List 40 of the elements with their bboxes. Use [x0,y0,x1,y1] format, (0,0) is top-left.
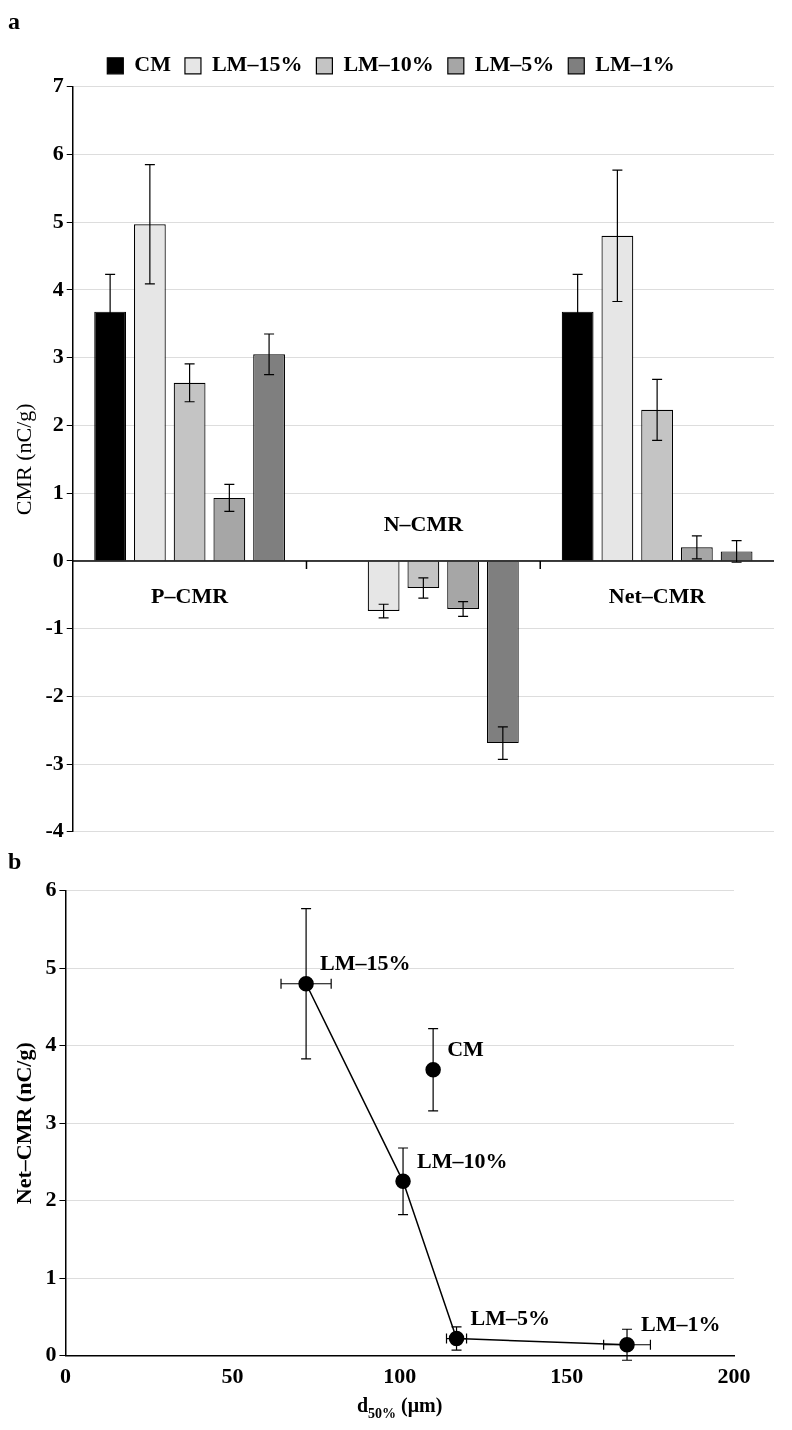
y-tick-label: -2 [45,682,64,708]
y-tick-label: -3 [45,749,64,775]
y-tick-label: 2 [52,411,64,437]
annotation: CM [447,1036,485,1062]
y-tick-label: 4 [52,275,64,301]
legend-label: LM–1% [595,51,675,77]
annotation: LM–1% [641,1311,721,1337]
y-tick-label: 0 [52,546,64,572]
y-axis-title: Net–CMR (nC/g) [10,1042,36,1205]
chart-title: a [8,7,20,34]
y-tick-label: 1 [52,478,64,504]
y-tick-label: -1 [45,614,64,640]
legend-label: LM–15% [211,51,303,77]
y-tick-label: 6 [52,140,64,166]
x-tick-label: 100 [383,1363,417,1389]
y-tick-label: -4 [45,817,64,843]
y-tick-label: 5 [45,953,57,979]
y-tick-label: 3 [45,1108,57,1134]
y-axis-title: CMR (nC/g) [10,403,36,516]
annotation: LM–15% [320,950,411,976]
annotation: LM–5% [470,1305,550,1331]
y-tick-label: 1 [45,1263,57,1289]
legend-label: CM [134,51,172,77]
x-tick-label: N–CMR [383,510,465,536]
x-tick-label: 50 [221,1363,244,1389]
y-tick-label: 2 [45,1186,57,1212]
y-tick-label: 5 [52,207,64,233]
y-tick-label: 6 [45,876,57,902]
legend-label: LM–10% [343,51,434,77]
y-tick-label: 0 [45,1341,57,1367]
chart-title: b [8,847,22,874]
x-tick-label: Net–CMR [608,582,707,608]
y-tick-label: 7 [52,72,64,98]
y-tick-label: 4 [45,1031,57,1057]
x-tick-label: 200 [717,1363,751,1389]
y-tick-label: 3 [52,343,64,369]
annotation: LM–10% [417,1147,508,1173]
x-tick-label: 150 [550,1363,584,1389]
x-tick-label: P–CMR [151,582,230,608]
legend-label: LM–5% [474,51,555,77]
